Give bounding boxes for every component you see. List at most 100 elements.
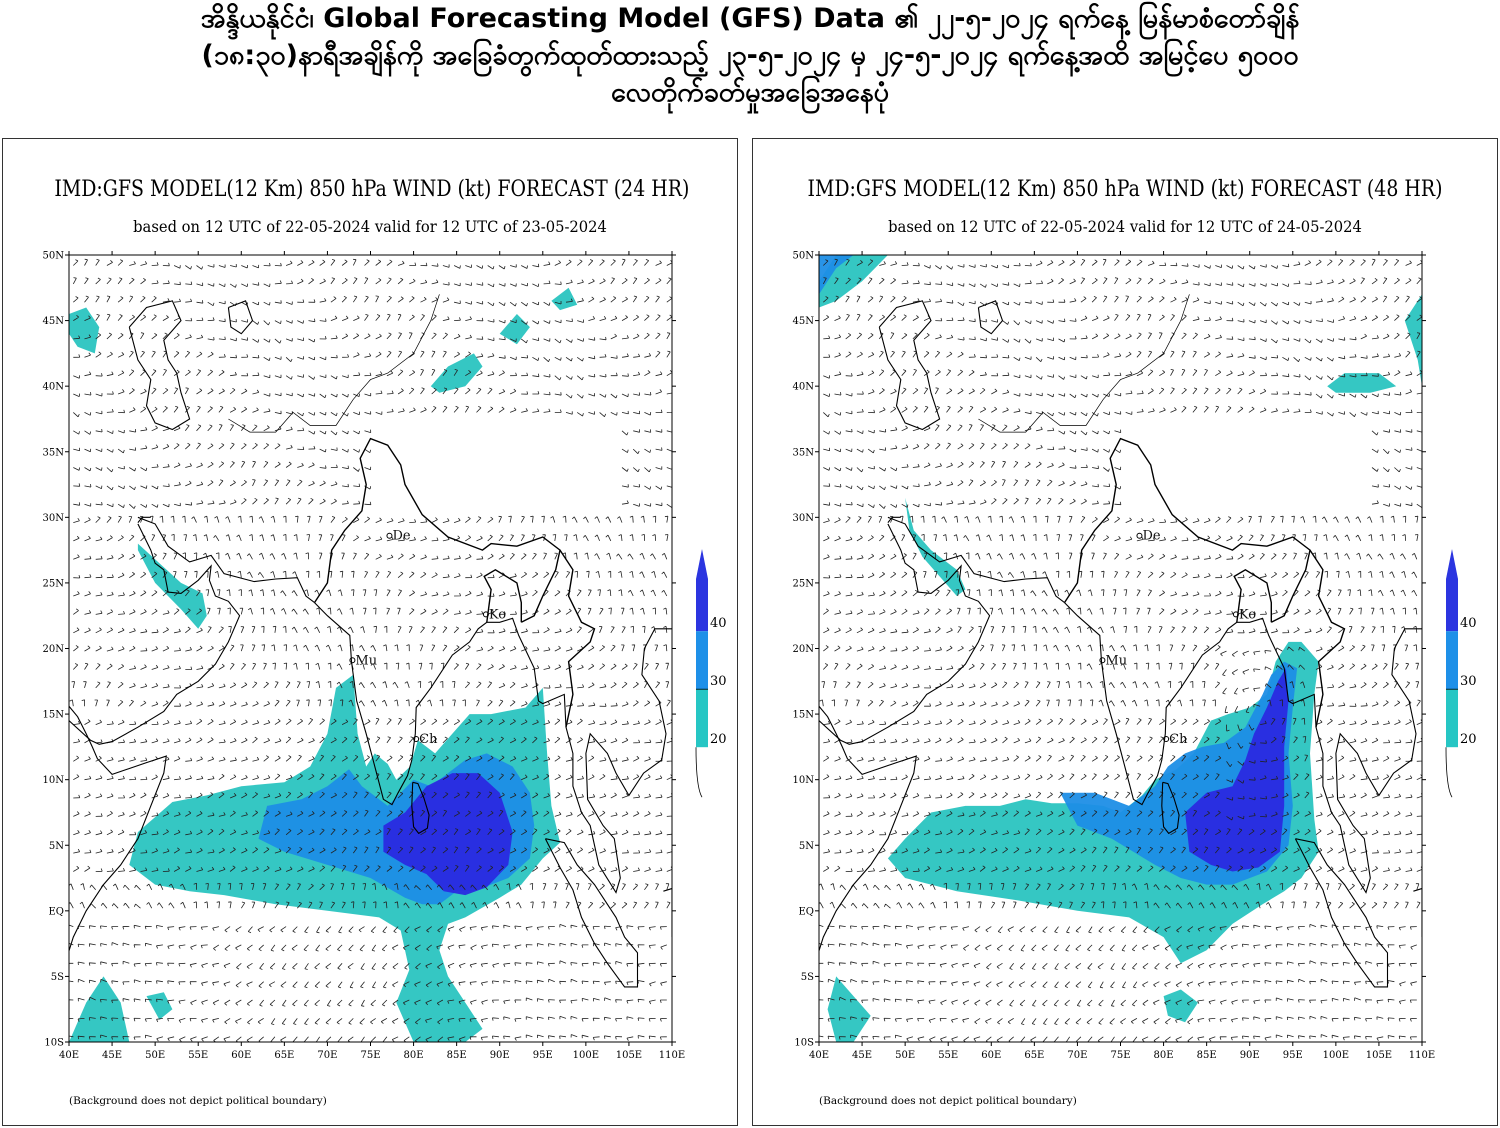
lat-label: 15N <box>43 710 65 721</box>
lon-label: 55E <box>938 1050 958 1061</box>
legend-swatch-40 <box>1446 579 1458 632</box>
lat-label: 15N <box>793 710 815 721</box>
legend-swatch-30 <box>1446 631 1458 690</box>
lon-label: 50E <box>145 1050 165 1061</box>
city-label: Mu <box>355 653 377 668</box>
barb-path <box>819 258 1422 1042</box>
city-label: De <box>392 529 410 544</box>
wind-legend: 40 30 20 <box>695 549 727 798</box>
lat-label: 10S <box>794 1038 814 1049</box>
coastline <box>819 705 917 1042</box>
lon-label: 85E <box>1197 1050 1217 1061</box>
forecast-panel-24hr: IMD:GFS MODEL(12 Km) 850 hPa WIND (kt) F… <box>2 138 738 1126</box>
lon-label: 70E <box>317 1050 337 1061</box>
lon-label: 90E <box>1240 1050 1260 1061</box>
lon-label: 80E <box>404 1050 424 1061</box>
map-content <box>69 258 672 1042</box>
coastline <box>544 838 639 988</box>
city-label: De <box>1142 529 1160 544</box>
lat-label: 50N <box>793 251 815 262</box>
legend-tail <box>695 747 703 798</box>
border-line <box>1309 549 1346 728</box>
caption-line-1: အိန္ဒိယနိုင်ငံ၊ Global Forecasting Model… <box>200 3 1300 34</box>
lon-label: 55E <box>188 1050 208 1061</box>
coastline <box>1294 838 1389 988</box>
lon-label: 100E <box>1323 1050 1349 1061</box>
lat-label: 50N <box>43 251 65 262</box>
forecast-panel-48hr: IMD:GFS MODEL(12 Km) 850 hPa WIND (kt) F… <box>752 138 1498 1126</box>
city-marker <box>1136 532 1143 539</box>
lat-label: EQ <box>49 906 65 917</box>
lon-label: 60E <box>231 1050 251 1061</box>
lat-label: 5N <box>49 841 64 852</box>
caption-line-2: (၁၈:၃၀)နာရီအချိန်ကို အခြေခံတွက်ထုတ်ထားသည… <box>201 40 1299 71</box>
wind-speed-shade <box>383 773 513 896</box>
legend-swatch-40 <box>696 579 708 632</box>
coastlines <box>819 300 1422 1042</box>
coastline <box>887 516 901 523</box>
lon-label: 60E <box>981 1050 1001 1061</box>
coastline <box>137 516 315 604</box>
coastline <box>137 516 151 523</box>
wind-legend: 40 30 20 <box>1445 549 1477 798</box>
panel-subtitle: based on 12 UTC of 22-05-2024 valid for … <box>888 217 1362 236</box>
lon-label: 90E <box>490 1050 510 1061</box>
coastline <box>227 300 254 335</box>
legend-label: 30 <box>1460 674 1477 689</box>
wind-barbs <box>819 258 1422 1042</box>
coastline <box>128 300 191 431</box>
lon-label: 85E <box>447 1050 467 1061</box>
city-marker <box>349 657 356 664</box>
lon-label: 110E <box>659 1050 685 1061</box>
wind-speed-shade <box>430 353 483 393</box>
wind-speed-shade <box>1327 373 1397 393</box>
coastline <box>1161 781 1180 835</box>
lon-label: 45E <box>852 1050 872 1061</box>
wind-speed-shade <box>1163 989 1198 1023</box>
lat-label: 25N <box>43 578 65 589</box>
legend-arrow <box>696 549 708 579</box>
coastline <box>411 781 430 835</box>
background-note: (Background does not depict political bo… <box>69 1095 327 1107</box>
map-content <box>819 255 1422 1042</box>
city-marker <box>1163 736 1170 743</box>
lat-label: 5S <box>801 972 814 983</box>
axis-ticks <box>65 251 676 1046</box>
coastline <box>819 647 820 649</box>
border-line <box>1233 568 1272 623</box>
city-marker <box>1232 611 1239 618</box>
city-label: Ch <box>1169 732 1188 747</box>
coastline <box>314 602 672 894</box>
coastlines <box>69 300 672 1042</box>
lat-label: 5S <box>51 972 64 983</box>
legend-swatch-20 <box>696 689 708 748</box>
lat-label: 10N <box>793 775 815 786</box>
lon-label: 50E <box>895 1050 915 1061</box>
borders <box>313 437 596 728</box>
wind-speed-shade <box>905 497 966 596</box>
lat-label: 5N <box>799 841 814 852</box>
wind-speed-shade <box>819 255 888 308</box>
lat-label: 30N <box>793 513 815 524</box>
border-line <box>313 437 561 623</box>
lat-label: 40N <box>793 382 815 393</box>
wind-speed-shade <box>551 287 578 311</box>
legend-label: 20 <box>710 732 727 747</box>
lat-label: 35N <box>793 447 815 458</box>
coastline <box>69 647 70 649</box>
caption-line-3: လေတိုက်ခတ်မှုအခြေအနေပုံ <box>610 77 890 108</box>
lon-label: 75E <box>360 1050 380 1061</box>
border-line <box>559 549 596 728</box>
wind-speed-shade <box>137 543 207 629</box>
lat-label: 25N <box>793 578 815 589</box>
coastline <box>977 300 1004 335</box>
coastline <box>878 300 941 431</box>
wind-barbs <box>69 258 672 1042</box>
lat-label: 35N <box>43 447 65 458</box>
lon-label: 80E <box>1154 1050 1174 1061</box>
legend-arrow <box>1446 549 1458 579</box>
city-marker <box>413 736 420 743</box>
wind-speed-shade <box>1185 668 1289 872</box>
barb-path <box>69 258 672 1042</box>
